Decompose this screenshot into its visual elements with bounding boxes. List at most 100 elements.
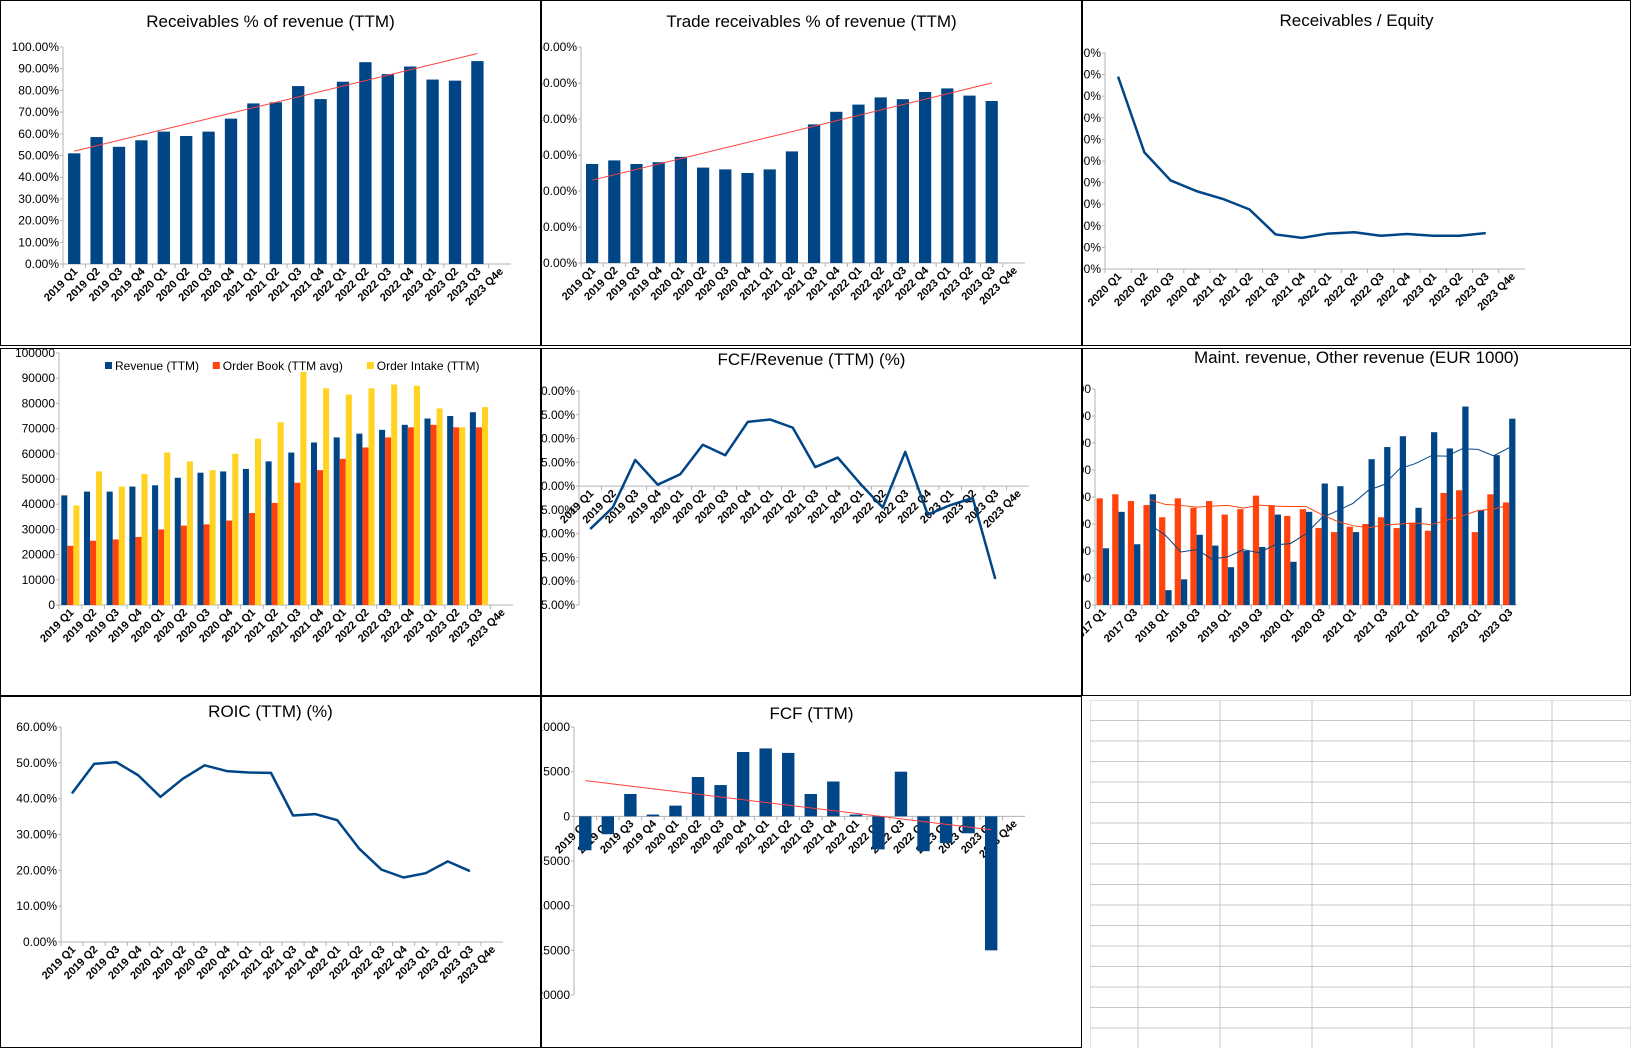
bar <box>292 86 305 264</box>
bar <box>226 520 233 605</box>
chart-fcf[interactable]: FCF (TTM) -20000 -15000 -10000 -5000 0 5000 100… <box>541 696 1082 1048</box>
data-point <box>1143 151 1145 153</box>
y-tick-label: 10.00% <box>542 220 577 234</box>
data-point <box>702 444 704 446</box>
bar <box>1306 511 1313 605</box>
y-tick-label: 20.00% <box>542 384 575 398</box>
chart-maint-other-revenue[interactable]: Maint. revenue, Other revenue (EUR 1000)… <box>1082 348 1631 696</box>
chart-roic[interactable]: ROIC (TTM) (%) 0.00% 10.00% 20.00% 30.00% 40.… <box>0 696 541 1048</box>
chart-svg: 0 10000 20000 30000 40000 50000 60000 70000 8000… <box>15 349 513 649</box>
bar <box>471 61 484 265</box>
bar <box>68 153 81 264</box>
data-point <box>747 421 749 423</box>
bar <box>391 384 398 605</box>
bar <box>1237 509 1244 605</box>
y-tick-label: 20000 <box>22 548 56 562</box>
y-tick-label: 16000 <box>1083 382 1091 396</box>
chart-svg: FCF (TTM) -20000 -15000 -10000 -5000 0 5000 100… <box>542 704 1025 1002</box>
bar <box>585 164 599 263</box>
bar <box>112 146 126 264</box>
chart-svg: Maint. revenue, Other revenue (EUR 1000)… <box>1083 349 1519 645</box>
chart-receivables-pct-revenue[interactable]: Receivables % of revenue (TTM) 0.00% 10.00… <box>0 0 541 346</box>
bar <box>1331 532 1338 605</box>
chart-title: ROIC (TTM) (%) <box>208 702 333 721</box>
bar <box>1487 494 1494 605</box>
bar <box>1149 494 1156 605</box>
chart-trade-receivables-pct-revenue[interactable]: Trade receivables % of revenue (TTM) 0.00… <box>541 0 1082 346</box>
y-tick-label: 50.00% <box>542 76 577 90</box>
data-point <box>972 497 974 499</box>
bar <box>1096 498 1103 605</box>
bar <box>674 156 688 263</box>
y-tick-label: 15.00% <box>542 408 575 422</box>
bar <box>368 388 375 605</box>
legend-swatch <box>105 362 112 369</box>
y-tick-label: 30.00% <box>16 828 57 842</box>
bar <box>73 505 80 605</box>
x-tick-label: 2022 Q1 <box>1383 607 1421 645</box>
x-tick-label: 2020 Q1 <box>1258 607 1296 645</box>
bar <box>984 816 998 951</box>
y-tick-label: 50.00% <box>1083 240 1101 254</box>
bar <box>1352 532 1360 605</box>
bar <box>1368 459 1375 605</box>
bar <box>827 781 840 817</box>
chart-receivables-equity[interactable]: Receivables / Equity 0.00% 50.00% 100.00% 15… <box>1082 0 1631 346</box>
bar <box>242 468 249 605</box>
bar <box>1346 526 1353 605</box>
y-tick-label: 0.00% <box>25 257 59 271</box>
bar <box>224 118 238 264</box>
bar <box>872 816 885 850</box>
bar <box>1205 501 1213 605</box>
bar <box>1268 505 1275 605</box>
data-point <box>724 454 726 456</box>
bar <box>1337 486 1344 605</box>
data-point <box>882 507 884 509</box>
bar <box>896 99 910 263</box>
data-point <box>679 473 681 475</box>
y-tick-label: 20.00% <box>16 863 57 877</box>
data-point <box>1117 76 1119 78</box>
chart-fcf-revenue[interactable]: FCF/Revenue (TTM) (%) -25.00% -20.00% -15.0… <box>541 348 1082 696</box>
y-tick-label: 300.00% <box>1083 132 1101 146</box>
chart-title: Receivables % of revenue (TTM) <box>146 12 394 31</box>
bar <box>874 97 887 264</box>
data-point <box>248 772 250 774</box>
x-tick-label: 2021 Q3 <box>1352 607 1390 645</box>
y-tick-label: 200.00% <box>1083 176 1101 190</box>
y-tick-label: 8000 <box>1083 490 1091 504</box>
chart-title: Maint. revenue, Other revenue (EUR 1000) <box>1194 349 1519 367</box>
data-point <box>1248 208 1250 210</box>
bar <box>336 81 350 264</box>
chart-svg: ROIC (TTM) (%) 0.00% 10.00% 20.00% 30.00% 40.… <box>16 702 503 986</box>
y-tick-label: 70.00% <box>18 105 59 119</box>
x-tick-label: 2023 Q3 <box>1477 607 1515 645</box>
chart-revenue-orders[interactable]: 0 10000 20000 30000 40000 50000 60000 70000 8000… <box>0 348 541 696</box>
bar <box>475 427 482 605</box>
bar <box>1424 530 1432 605</box>
bar <box>1446 448 1453 605</box>
bar <box>447 416 454 605</box>
data-point <box>1222 198 1224 200</box>
data-point <box>1485 232 1487 234</box>
bar <box>1462 406 1469 605</box>
trend-line <box>591 82 992 181</box>
y-tick-label: 10000 <box>22 573 56 587</box>
y-tick-label: 50.00% <box>16 756 57 770</box>
y-tick-label: 60000 <box>22 447 56 461</box>
bar <box>453 427 460 605</box>
bar <box>759 748 772 817</box>
bar <box>714 785 727 817</box>
x-tick-label: 2019 Q3 <box>1227 607 1265 645</box>
legend-swatch <box>212 362 220 369</box>
y-tick-label: 60.00% <box>18 127 59 141</box>
bar <box>317 470 324 605</box>
y-tick-label: 100000 <box>15 349 55 360</box>
x-tick-label: 2020 Q3 <box>1289 607 1327 645</box>
data-point <box>314 813 316 815</box>
spreadsheet-grid[interactable] <box>1090 700 1631 1048</box>
data-point <box>1353 231 1355 233</box>
bar <box>1180 579 1188 605</box>
bar <box>804 794 817 817</box>
data-point <box>859 483 861 485</box>
